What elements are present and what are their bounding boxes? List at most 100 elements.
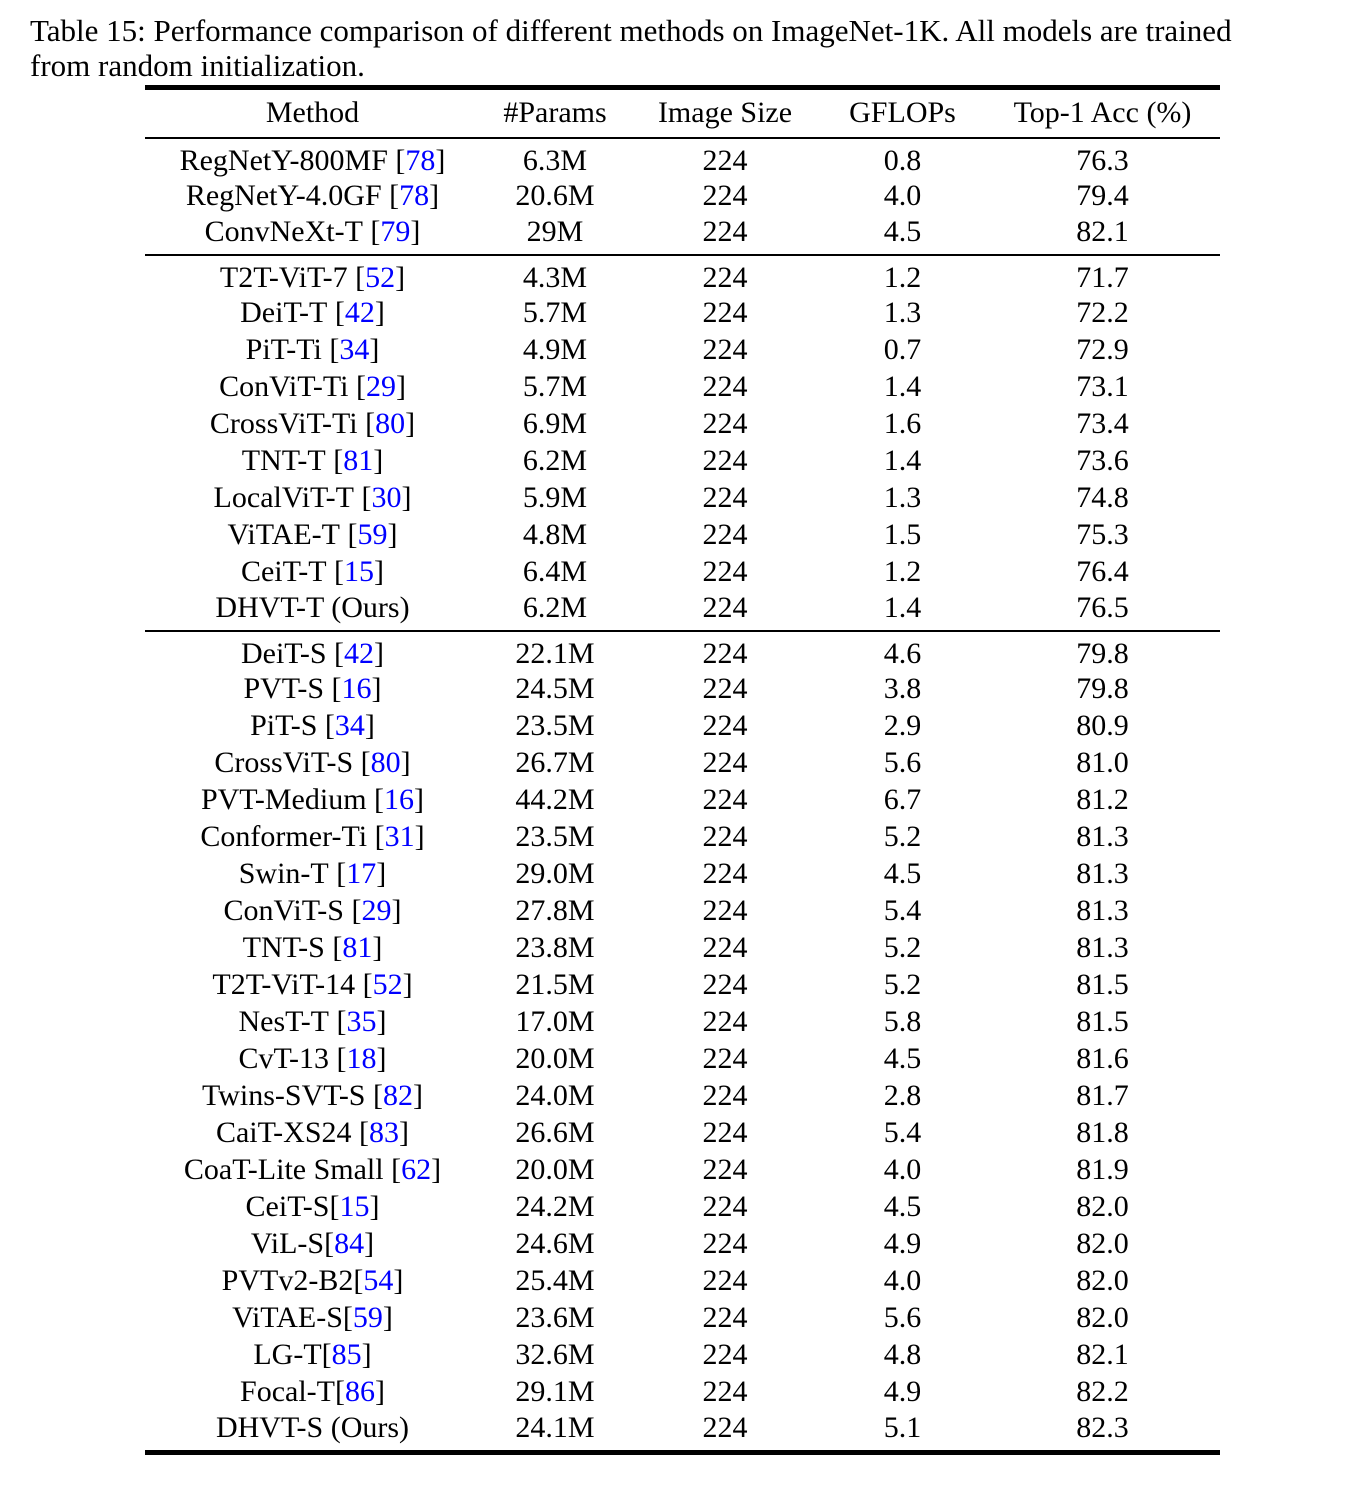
citation-link[interactable]: 85 xyxy=(331,1338,362,1371)
params-cell: 6.2M xyxy=(522,444,588,477)
citation-link[interactable]: 35 xyxy=(346,1005,377,1038)
params-cell: 29.1M xyxy=(515,1375,595,1408)
citation-link[interactable]: 81 xyxy=(342,931,373,964)
params-cell: 20.6M xyxy=(515,179,595,212)
citation-link[interactable]: 15 xyxy=(344,555,375,588)
citation-link[interactable]: 86 xyxy=(344,1375,375,1408)
method-name: T2T-ViT-14 xyxy=(212,968,356,1001)
citation-link[interactable]: 30 xyxy=(371,481,402,514)
top1-acc-cell: 82.0 xyxy=(1076,1264,1129,1297)
table-row: Conformer-Ti [31] 23.5M 224 5.2 81.3 xyxy=(145,819,1220,856)
params-cell: 29.0M xyxy=(515,857,595,890)
table-row: T2T-ViT-14 [52] 21.5M 224 5.2 81.5 xyxy=(145,967,1220,1004)
params-cell: 24.2M xyxy=(515,1190,595,1223)
citation-link[interactable]: 80 xyxy=(375,407,406,440)
gflops-cell: 4.0 xyxy=(883,1153,922,1186)
top1-acc-cell: 81.5 xyxy=(1076,1005,1129,1038)
citation-link[interactable]: 52 xyxy=(372,968,403,1001)
top1-acc-cell: 76.3 xyxy=(1076,143,1129,177)
method-cell: DHVT-T (Ours) xyxy=(145,591,480,631)
top1-acc-cell: 82.3 xyxy=(1076,1410,1129,1444)
citation-link[interactable]: 82 xyxy=(383,1079,413,1112)
method-name: DeiT-T xyxy=(240,296,328,329)
image-size-cell: 224 xyxy=(702,590,748,624)
citation-link[interactable]: 78 xyxy=(399,179,430,212)
citation-link[interactable]: 59 xyxy=(357,518,388,551)
citation-link[interactable]: 16 xyxy=(384,783,415,816)
gflops-cell: 5.2 xyxy=(883,931,922,964)
params-cell: 23.6M xyxy=(515,1301,595,1334)
gflops-cell: 1.5 xyxy=(883,518,922,551)
params-cell: 26.6M xyxy=(515,1116,595,1149)
method-cell: PiT-S [34] xyxy=(250,709,375,742)
table-row: ViTAE-S[59] 23.6M 224 5.6 82.0 xyxy=(145,1300,1220,1337)
image-size-cell: 224 xyxy=(702,746,748,779)
method-name: DHVT-T (Ours) xyxy=(215,590,410,624)
method-cell: DeiT-S [42] xyxy=(240,636,385,670)
citation-link[interactable]: 29 xyxy=(365,370,396,403)
citation-link[interactable]: 52 xyxy=(365,260,396,294)
method-name: CrossViT-Ti xyxy=(209,407,358,440)
citation-link[interactable]: 42 xyxy=(344,296,375,329)
image-size-cell: 224 xyxy=(702,214,748,248)
params-cell: 20.0M xyxy=(515,1153,595,1186)
gflops-cell: 4.9 xyxy=(883,1227,922,1260)
table-row: ConViT-Ti [29] 5.7M 224 1.4 73.1 xyxy=(145,369,1220,406)
citation-link[interactable]: 84 xyxy=(334,1227,365,1260)
params-cell: 6.9M xyxy=(522,407,588,440)
method-cell: ConvNeXt-T [79] xyxy=(204,214,421,248)
table-row: ViL-S[84] 24.6M 224 4.9 82.0 xyxy=(145,1226,1220,1263)
method-cell: PVTv2-B2[54] xyxy=(221,1264,404,1297)
top1-acc-cell: 81.3 xyxy=(1076,820,1129,853)
citation-link[interactable]: 59 xyxy=(352,1301,383,1334)
top1-acc-cell: 81.3 xyxy=(1076,931,1129,964)
method-name: Twins-SVT-S xyxy=(202,1079,366,1112)
method-name: PVTv2-B2 xyxy=(221,1264,354,1297)
citation-link[interactable]: 81 xyxy=(343,444,374,477)
top1-acc-cell: 71.7 xyxy=(1076,260,1129,294)
citation-link[interactable]: 83 xyxy=(369,1116,400,1149)
method-name: LG-T xyxy=(253,1338,322,1371)
method-name: ViTAE-S xyxy=(232,1301,343,1334)
table-row: NesT-T [35] 17.0M 224 5.8 81.5 xyxy=(145,1004,1220,1041)
gflops-cell: 4.5 xyxy=(883,214,922,248)
image-size-cell: 224 xyxy=(702,1264,748,1297)
table-row: CvT-13 [18] 20.0M 224 4.5 81.6 xyxy=(145,1041,1220,1078)
image-size-cell: 224 xyxy=(702,1116,748,1149)
table-row: TNT-S [81] 23.8M 224 5.2 81.3 xyxy=(145,930,1220,967)
params-cell: 23.5M xyxy=(515,820,595,853)
top1-acc-cell: 81.5 xyxy=(1076,968,1129,1001)
gflops-cell: 4.6 xyxy=(883,636,922,670)
params-cell: 4.9M xyxy=(522,333,588,366)
top1-acc-cell: 82.0 xyxy=(1076,1227,1129,1260)
citation-link[interactable]: 29 xyxy=(361,894,392,927)
image-size-cell: 224 xyxy=(702,1042,748,1075)
table-row: DeiT-S [42] 22.1M 224 4.6 79.8 xyxy=(145,631,1220,671)
citation-link[interactable]: 31 xyxy=(384,820,415,853)
citation-link[interactable]: 16 xyxy=(341,672,372,705)
citation-link[interactable]: 42 xyxy=(344,636,375,670)
method-cell: Twins-SVT-S [82] xyxy=(202,1079,423,1112)
table-row: DeiT-T [42] 5.7M 224 1.3 72.2 xyxy=(145,295,1220,332)
citation-link[interactable]: 15 xyxy=(339,1190,370,1223)
params-cell: 29M xyxy=(526,214,584,248)
top1-acc-cell: 74.8 xyxy=(1076,481,1129,514)
method-cell: ViTAE-T [59] xyxy=(227,518,398,551)
citation-link[interactable]: 54 xyxy=(363,1264,394,1297)
citation-link[interactable]: 62 xyxy=(401,1153,432,1186)
citation-link[interactable]: 79 xyxy=(380,214,411,248)
citation-link[interactable]: 17 xyxy=(346,857,377,890)
gflops-cell: 3.8 xyxy=(883,672,922,705)
method-name: Swin-T xyxy=(238,857,329,890)
column-header-top1-acc: Top-1 Acc (%) xyxy=(1013,96,1192,130)
citation-link[interactable]: 78 xyxy=(405,143,436,177)
top1-acc-cell: 81.2 xyxy=(1076,783,1129,816)
citation-link[interactable]: 18 xyxy=(346,1042,377,1075)
method-name: CvT-13 xyxy=(238,1042,330,1075)
citation-link[interactable]: 34 xyxy=(339,333,370,366)
gflops-cell: 5.2 xyxy=(883,968,922,1001)
citation-link[interactable]: 34 xyxy=(334,709,365,742)
top1-acc-cell: 81.6 xyxy=(1076,1042,1129,1075)
citation-link[interactable]: 80 xyxy=(370,746,401,779)
table-row: PVT-Medium [16] 44.2M 224 6.7 81.2 xyxy=(145,782,1220,819)
